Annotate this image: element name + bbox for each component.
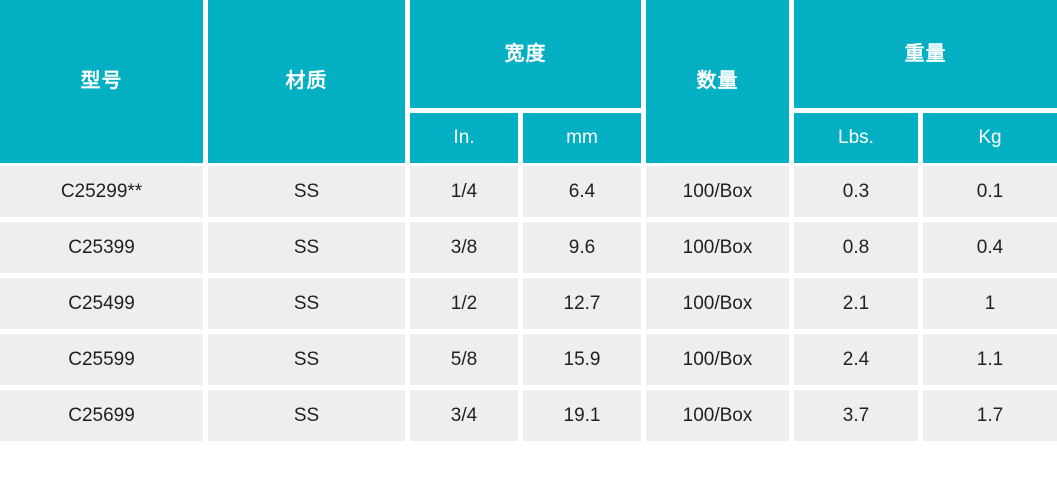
table-cell-quantity: 100/Box: [646, 390, 789, 441]
table-cell-material: SS: [208, 390, 405, 441]
column-header-weight-kg: Kg: [923, 113, 1057, 163]
table-cell-width-in: 1/2: [410, 278, 518, 329]
table-cell-weight-lbs: 2.4: [794, 334, 918, 385]
table-cell-model: C25499: [0, 278, 203, 329]
table-cell-material: SS: [208, 278, 405, 329]
table-cell-quantity: 100/Box: [646, 166, 789, 217]
column-header-weight-lbs: Lbs.: [794, 113, 918, 163]
table-cell-material: SS: [208, 334, 405, 385]
table-cell-material: SS: [208, 166, 405, 217]
table-cell-weight-kg: 0.4: [923, 222, 1057, 273]
specification-table: 型号 材质 宽度 In. mm 数量 重量 Lbs. Kg C25299** S…: [0, 0, 1057, 442]
table-cell-quantity: 100/Box: [646, 222, 789, 273]
table-cell-weight-kg: 1.1: [923, 334, 1057, 385]
column-header-quantity: 数量: [646, 0, 789, 163]
table-cell-weight-kg: 1.7: [923, 390, 1057, 441]
table-cell-width-mm: 9.6: [523, 222, 641, 273]
table-cell-weight-lbs: 2.1: [794, 278, 918, 329]
table-cell-width-in: 5/8: [410, 334, 518, 385]
column-header-width-inches: In.: [410, 113, 518, 163]
column-header-weight-group: 重量: [794, 0, 1057, 108]
table-cell-quantity: 100/Box: [646, 334, 789, 385]
table-cell-width-mm: 12.7: [523, 278, 641, 329]
column-header-material: 材质: [208, 0, 405, 163]
table-cell-width-in: 3/4: [410, 390, 518, 441]
table-cell-width-in: 1/4: [410, 166, 518, 217]
table-cell-width-mm: 6.4: [523, 166, 641, 217]
table-cell-material: SS: [208, 222, 405, 273]
table-cell-weight-lbs: 0.3: [794, 166, 918, 217]
column-header-model: 型号: [0, 0, 203, 163]
table-cell-model: C25299**: [0, 166, 203, 217]
table-cell-width-in: 3/8: [410, 222, 518, 273]
table-cell-width-mm: 15.9: [523, 334, 641, 385]
table-cell-model: C25599: [0, 334, 203, 385]
table-cell-width-mm: 19.1: [523, 390, 641, 441]
table-cell-model: C25399: [0, 222, 203, 273]
table-cell-model: C25699: [0, 390, 203, 441]
table-cell-quantity: 100/Box: [646, 278, 789, 329]
column-header-width-group: 宽度: [410, 0, 641, 108]
table-cell-weight-lbs: 3.7: [794, 390, 918, 441]
table-cell-weight-lbs: 0.8: [794, 222, 918, 273]
column-header-width-mm: mm: [523, 113, 641, 163]
table-cell-weight-kg: 1: [923, 278, 1057, 329]
table-cell-weight-kg: 0.1: [923, 166, 1057, 217]
